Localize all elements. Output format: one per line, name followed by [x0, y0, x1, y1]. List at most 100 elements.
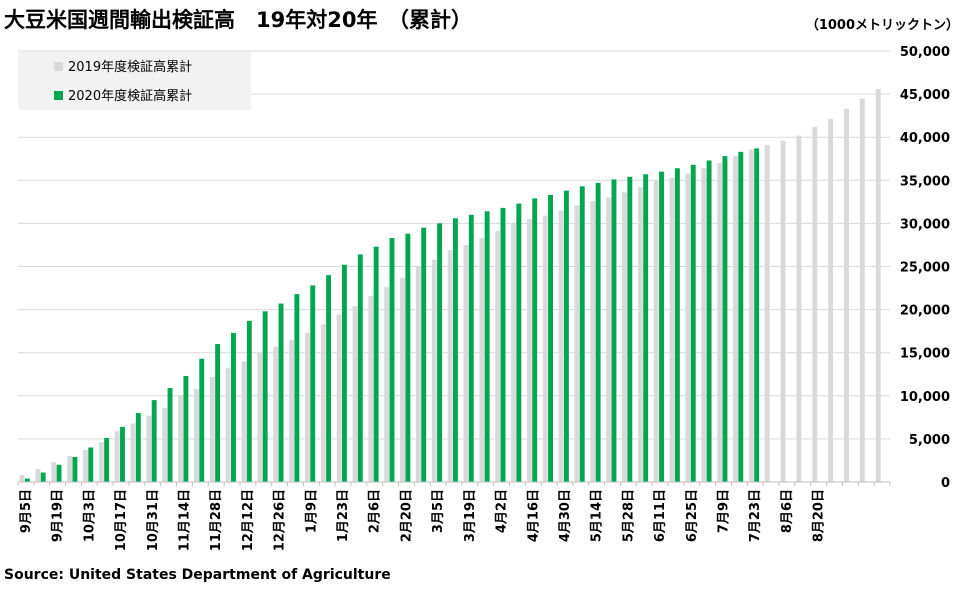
bar-2020	[278, 303, 284, 482]
bar-2019	[273, 346, 279, 482]
bar-2020	[199, 358, 205, 482]
bar-2019	[336, 314, 342, 482]
bar-2020	[40, 472, 46, 482]
bar-2020	[294, 294, 300, 482]
bar-2019	[130, 423, 136, 482]
bar-2020	[579, 186, 585, 483]
bar-2020	[484, 211, 490, 482]
bar-2019	[463, 244, 469, 482]
bar-2019	[320, 324, 326, 482]
y-tick-label: 0	[941, 476, 950, 491]
x-tick-label: 7月23日	[748, 489, 763, 542]
bar-2020	[326, 275, 332, 482]
y-axis-tick-labels: 0 5,000 10,000 15,000 20,000 25,000 30,000 35,0…	[900, 45, 950, 491]
y-tick-label: 10,000	[900, 390, 950, 405]
bar-2019	[796, 135, 802, 482]
x-tick-label: 9月19日	[51, 489, 66, 542]
bar-2019	[51, 462, 57, 482]
y-tick-label: 15,000	[900, 347, 950, 362]
legend-swatch-2019	[54, 62, 63, 71]
bar-2019	[400, 277, 406, 482]
bar-2020	[56, 464, 62, 482]
y-tick-label: 40,000	[900, 131, 950, 146]
bar-2020	[341, 264, 347, 482]
x-tick-label: 10月17日	[114, 489, 129, 551]
bar-2019	[764, 144, 770, 482]
bar-2020	[468, 214, 474, 482]
x-tick-label: 6月25日	[685, 489, 700, 542]
bar-2020	[215, 344, 221, 482]
bar-2020	[532, 198, 538, 483]
bar-2020	[389, 238, 395, 482]
y-tick-label: 50,000	[900, 45, 950, 60]
x-tick-label: 10月3日	[82, 489, 97, 542]
bar-2019	[622, 192, 627, 483]
bar-2019	[733, 156, 738, 482]
bar-2020	[754, 148, 760, 482]
x-tick-label: 1月9日	[304, 489, 319, 533]
bar-2020	[262, 311, 268, 482]
bar-2020	[72, 457, 78, 482]
bar-2019	[83, 450, 88, 482]
bar-2019	[606, 197, 612, 483]
x-tick-label: 2月20日	[399, 489, 414, 542]
legend-swatch-2020	[54, 91, 63, 100]
bar-2020	[167, 388, 173, 482]
bar-2019	[209, 376, 215, 482]
y-tick-label: 45,000	[900, 88, 950, 103]
bar-2019	[669, 177, 675, 483]
x-tick-label: 6月11日	[653, 489, 668, 542]
bar-2019	[19, 475, 25, 482]
bar-2019	[590, 200, 596, 482]
bar-2020	[548, 194, 553, 483]
bar-2020	[405, 233, 411, 482]
bar-2019	[257, 352, 263, 482]
bar-2020	[516, 203, 522, 482]
bar-2019	[637, 187, 643, 483]
x-tick-label: 12月12日	[241, 489, 256, 551]
unit-label: （1000メトリックトン）	[805, 18, 959, 33]
bar-2020	[104, 438, 110, 482]
bar-2019	[384, 287, 390, 482]
x-tick-label: 12月26日	[273, 489, 288, 551]
bar-2019	[289, 339, 295, 482]
bar-2020	[722, 156, 728, 482]
bar-2019	[114, 431, 120, 482]
bar-2019	[859, 98, 865, 482]
series-2020-bars	[24, 148, 760, 483]
y-tick-label: 30,000	[900, 217, 950, 232]
bar-2019	[479, 238, 485, 482]
x-tick-label: 4月2日	[495, 489, 510, 533]
x-tick-label: 3月19日	[463, 489, 478, 542]
bar-2019	[194, 388, 199, 482]
legend: 2019年度検証高累計 2020年度検証高累計	[18, 52, 251, 110]
bar-2019	[368, 295, 374, 482]
series-2019-bars	[19, 88, 881, 483]
bar-2019	[780, 140, 786, 482]
bar-2020	[595, 182, 601, 483]
bar-2020	[611, 179, 617, 483]
bar-2020	[246, 320, 252, 482]
bar-2020	[627, 176, 633, 483]
bar-2019	[844, 108, 849, 482]
chart-title: 大豆米国週間輸出検証高 19年対20年 （累計）	[4, 8, 472, 32]
bar-2019	[447, 250, 453, 482]
bar-2020	[24, 478, 30, 482]
bar-2020	[500, 207, 506, 482]
bar-2020	[183, 375, 189, 482]
bar-2020	[674, 168, 680, 482]
bar-2019	[67, 456, 73, 482]
bar-2020	[421, 227, 427, 482]
bar-2019	[828, 119, 834, 483]
x-tick-label: 4月30日	[558, 489, 573, 542]
legend-label-2019: 2019年度検証高累計	[68, 59, 192, 75]
bar-2019	[98, 442, 104, 482]
bar-2020	[706, 160, 712, 482]
bar-2019	[352, 306, 358, 482]
x-tick-label: 7月9日	[717, 489, 732, 533]
bar-2020	[437, 223, 443, 482]
bar-2019	[812, 126, 818, 482]
y-tick-label: 35,000	[900, 174, 950, 189]
y-tick-label: 5,000	[909, 433, 950, 448]
